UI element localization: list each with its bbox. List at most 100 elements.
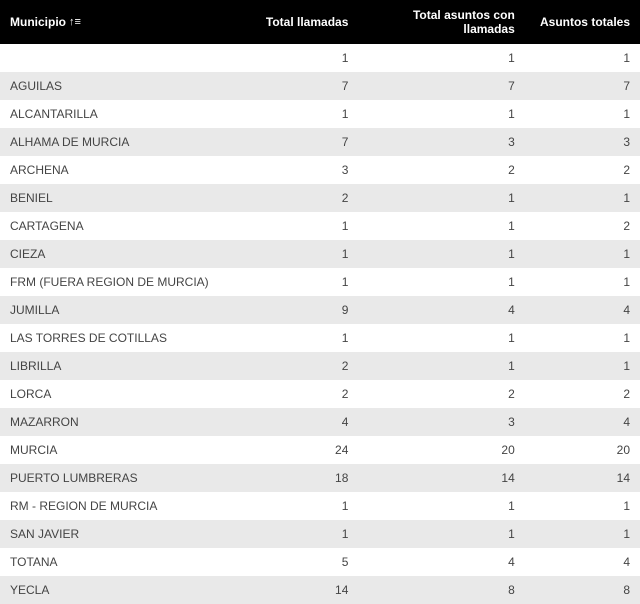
cell-municipio: LORCA xyxy=(0,380,243,408)
cell-value: 3 xyxy=(243,156,358,184)
col-header-total-llamadas[interactable]: Total llamadas xyxy=(243,0,358,44)
cell-value: 7 xyxy=(243,72,358,100)
cell-value: 4 xyxy=(358,296,524,324)
cell-value: 1 xyxy=(358,520,524,548)
cell-municipio: ARCHENA xyxy=(0,156,243,184)
cell-value: 2 xyxy=(243,184,358,212)
cell-value: 2 xyxy=(358,156,524,184)
table-row: ALHAMA DE MURCIA733 xyxy=(0,128,640,156)
table-row: PUERTO LUMBRERAS181414 xyxy=(0,464,640,492)
cell-value: 1 xyxy=(358,324,524,352)
cell-value: 20 xyxy=(525,436,640,464)
cell-value: 24 xyxy=(243,436,358,464)
cell-value: 9 xyxy=(243,296,358,324)
table-row: MURCIA242020 xyxy=(0,436,640,464)
cell-value: 1 xyxy=(358,212,524,240)
table-header: Municipio↑≡ Total llamadas Total asuntos… xyxy=(0,0,640,44)
table-body: 111AGUILAS777ALCANTARILLA111ALHAMA DE MU… xyxy=(0,44,640,604)
sort-ascending-icon: ↑≡ xyxy=(69,17,81,28)
cell-municipio: LIBRILLA xyxy=(0,352,243,380)
table-row: LAS TORRES DE COTILLAS111 xyxy=(0,324,640,352)
cell-municipio: RM - REGION DE MURCIA xyxy=(0,492,243,520)
cell-municipio: CARTAGENA xyxy=(0,212,243,240)
cell-value: 2 xyxy=(525,380,640,408)
cell-municipio: BENIEL xyxy=(0,184,243,212)
cell-value: 1 xyxy=(243,240,358,268)
cell-municipio: LAS TORRES DE COTILLAS xyxy=(0,324,243,352)
cell-value: 2 xyxy=(243,380,358,408)
cell-value: 5 xyxy=(243,548,358,576)
cell-value: 3 xyxy=(358,408,524,436)
table-row: TOTANA544 xyxy=(0,548,640,576)
col-header-label: Total asuntos con llamadas xyxy=(413,8,515,36)
cell-value: 1 xyxy=(243,492,358,520)
col-header-label: Asuntos totales xyxy=(540,15,630,29)
cell-value: 1 xyxy=(358,184,524,212)
cell-value: 1 xyxy=(525,44,640,72)
cell-value: 1 xyxy=(525,492,640,520)
cell-municipio: ALCANTARILLA xyxy=(0,100,243,128)
cell-value: 4 xyxy=(525,548,640,576)
cell-municipio: SAN JAVIER xyxy=(0,520,243,548)
cell-value: 1 xyxy=(525,268,640,296)
cell-value: 1 xyxy=(358,352,524,380)
cell-municipio: ALHAMA DE MURCIA xyxy=(0,128,243,156)
cell-value: 4 xyxy=(243,408,358,436)
table-row: ALCANTARILLA111 xyxy=(0,100,640,128)
table-row: SAN JAVIER111 xyxy=(0,520,640,548)
cell-municipio: AGUILAS xyxy=(0,72,243,100)
table-row: CIEZA111 xyxy=(0,240,640,268)
cell-value: 1 xyxy=(358,240,524,268)
cell-value: 2 xyxy=(525,212,640,240)
cell-municipio xyxy=(0,44,243,72)
table-row: MAZARRON434 xyxy=(0,408,640,436)
cell-value: 2 xyxy=(243,352,358,380)
municipio-table: Municipio↑≡ Total llamadas Total asuntos… xyxy=(0,0,640,604)
col-header-label: Total llamadas xyxy=(266,15,348,29)
table-row: AGUILAS777 xyxy=(0,72,640,100)
cell-value: 1 xyxy=(358,268,524,296)
cell-value: 2 xyxy=(358,380,524,408)
table-row: FRM (FUERA REGION DE MURCIA)111 xyxy=(0,268,640,296)
cell-value: 1 xyxy=(243,44,358,72)
cell-value: 1 xyxy=(243,100,358,128)
cell-municipio: MURCIA xyxy=(0,436,243,464)
table-row: JUMILLA944 xyxy=(0,296,640,324)
cell-value: 1 xyxy=(358,492,524,520)
cell-value: 2 xyxy=(525,156,640,184)
cell-municipio: TOTANA xyxy=(0,548,243,576)
cell-value: 1 xyxy=(243,520,358,548)
cell-value: 4 xyxy=(358,548,524,576)
col-header-total-asuntos-llamadas[interactable]: Total asuntos con llamadas xyxy=(358,0,524,44)
cell-value: 1 xyxy=(243,268,358,296)
cell-value: 4 xyxy=(525,296,640,324)
table-row: 111 xyxy=(0,44,640,72)
cell-value: 7 xyxy=(358,72,524,100)
cell-value: 4 xyxy=(525,408,640,436)
col-header-asuntos-totales[interactable]: Asuntos totales xyxy=(525,0,640,44)
cell-value: 3 xyxy=(525,128,640,156)
table-row: LIBRILLA211 xyxy=(0,352,640,380)
cell-value: 1 xyxy=(525,100,640,128)
cell-value: 1 xyxy=(358,100,524,128)
cell-value: 1 xyxy=(525,184,640,212)
cell-value: 1 xyxy=(525,324,640,352)
cell-value: 1 xyxy=(358,44,524,72)
col-header-municipio[interactable]: Municipio↑≡ xyxy=(0,0,243,44)
cell-value: 3 xyxy=(358,128,524,156)
cell-municipio: PUERTO LUMBRERAS xyxy=(0,464,243,492)
cell-value: 14 xyxy=(525,464,640,492)
cell-value: 1 xyxy=(243,212,358,240)
cell-value: 1 xyxy=(525,240,640,268)
cell-value: 18 xyxy=(243,464,358,492)
cell-value: 20 xyxy=(358,436,524,464)
col-header-label: Municipio xyxy=(10,15,66,29)
table-row: BENIEL211 xyxy=(0,184,640,212)
table-row: CARTAGENA112 xyxy=(0,212,640,240)
cell-value: 1 xyxy=(243,324,358,352)
cell-value: 1 xyxy=(525,520,640,548)
table-row: ARCHENA322 xyxy=(0,156,640,184)
cell-value: 14 xyxy=(358,464,524,492)
cell-municipio: JUMILLA xyxy=(0,296,243,324)
cell-municipio: MAZARRON xyxy=(0,408,243,436)
